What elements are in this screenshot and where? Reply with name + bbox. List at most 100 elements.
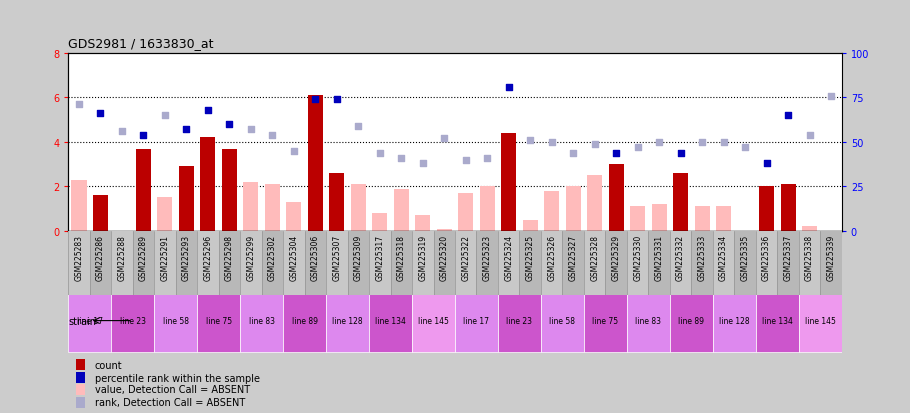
- Text: GSM225291: GSM225291: [160, 235, 169, 280]
- Bar: [390, 231, 412, 295]
- Point: [695, 139, 710, 146]
- Text: GSM225333: GSM225333: [698, 235, 706, 280]
- Point: [716, 139, 731, 146]
- Bar: [694, 207, 710, 231]
- Text: GSM225329: GSM225329: [612, 235, 621, 280]
- Bar: [243, 183, 258, 231]
- Bar: [179, 167, 194, 231]
- Bar: [369, 231, 390, 295]
- Text: GSM225331: GSM225331: [654, 235, 663, 280]
- Point: [459, 157, 473, 164]
- Bar: [283, 231, 305, 295]
- Bar: [76, 384, 86, 395]
- Bar: [240, 292, 283, 352]
- Point: [566, 150, 581, 157]
- Point: [222, 121, 237, 128]
- Bar: [820, 231, 842, 295]
- Point: [673, 150, 688, 157]
- Bar: [670, 292, 713, 352]
- Text: line 58: line 58: [163, 316, 188, 325]
- Bar: [76, 397, 86, 408]
- Bar: [498, 292, 541, 352]
- Text: line 75: line 75: [206, 316, 232, 325]
- Point: [157, 113, 172, 119]
- Text: line 89: line 89: [678, 316, 704, 325]
- Point: [244, 127, 258, 133]
- Bar: [673, 173, 688, 231]
- Bar: [756, 231, 777, 295]
- Text: GSM225286: GSM225286: [96, 235, 105, 280]
- Point: [781, 113, 795, 119]
- Point: [372, 150, 387, 157]
- Text: GSM225335: GSM225335: [741, 235, 750, 280]
- Text: GSM225307: GSM225307: [332, 235, 341, 280]
- Bar: [68, 242, 455, 287]
- Bar: [326, 231, 348, 295]
- Point: [93, 111, 107, 117]
- Point: [329, 97, 344, 103]
- Point: [200, 107, 215, 114]
- Bar: [455, 242, 842, 287]
- Text: GSM225338: GSM225338: [805, 235, 814, 280]
- Point: [523, 138, 538, 144]
- Bar: [802, 227, 817, 231]
- Text: line 134: line 134: [375, 316, 406, 325]
- Bar: [372, 214, 388, 231]
- Bar: [136, 149, 151, 231]
- Point: [803, 132, 817, 139]
- Bar: [777, 231, 799, 295]
- Bar: [756, 292, 799, 352]
- Bar: [93, 196, 108, 231]
- Bar: [68, 292, 111, 352]
- Point: [759, 161, 774, 167]
- Point: [652, 139, 666, 146]
- Bar: [111, 292, 154, 352]
- Text: line 83: line 83: [248, 316, 275, 325]
- Point: [738, 145, 753, 151]
- Text: 5 h: 5 h: [253, 259, 270, 268]
- Point: [824, 93, 838, 100]
- Point: [351, 123, 366, 130]
- Bar: [455, 292, 498, 352]
- Text: GSM225339: GSM225339: [826, 235, 835, 280]
- Bar: [265, 185, 280, 231]
- Point: [480, 155, 494, 162]
- Text: line 17: line 17: [463, 316, 490, 325]
- Text: GSM225336: GSM225336: [762, 235, 771, 280]
- Bar: [72, 180, 86, 231]
- Bar: [326, 292, 369, 352]
- Text: line 23: line 23: [120, 316, 146, 325]
- Text: GSM225298: GSM225298: [225, 235, 234, 280]
- Text: GSM225319: GSM225319: [419, 235, 428, 280]
- Text: line 134: line 134: [762, 316, 793, 325]
- Point: [287, 148, 301, 155]
- Bar: [799, 292, 842, 352]
- Bar: [329, 173, 344, 231]
- Point: [501, 84, 516, 91]
- Text: GSM225304: GSM225304: [289, 235, 298, 280]
- Text: value, Detection Call = ABSENT: value, Detection Call = ABSENT: [95, 385, 249, 394]
- Text: percentile rank within the sample: percentile rank within the sample: [95, 373, 259, 382]
- Text: line 128: line 128: [719, 316, 750, 325]
- Bar: [566, 187, 581, 231]
- Bar: [90, 231, 111, 295]
- Bar: [154, 231, 176, 295]
- Text: line 75: line 75: [592, 316, 619, 325]
- Bar: [605, 231, 627, 295]
- Point: [265, 132, 279, 139]
- Point: [115, 128, 129, 135]
- Point: [416, 161, 430, 167]
- Text: GDS2981 / 1633830_at: GDS2981 / 1633830_at: [68, 37, 214, 50]
- Bar: [584, 292, 627, 352]
- Bar: [541, 292, 584, 352]
- Bar: [670, 231, 692, 295]
- Bar: [200, 138, 216, 231]
- Bar: [111, 231, 133, 295]
- Bar: [197, 231, 218, 295]
- Bar: [283, 292, 326, 352]
- Bar: [157, 198, 173, 231]
- Bar: [627, 292, 670, 352]
- Text: GSM225289: GSM225289: [139, 235, 148, 280]
- Bar: [197, 292, 240, 352]
- Text: GSM225337: GSM225337: [784, 235, 793, 280]
